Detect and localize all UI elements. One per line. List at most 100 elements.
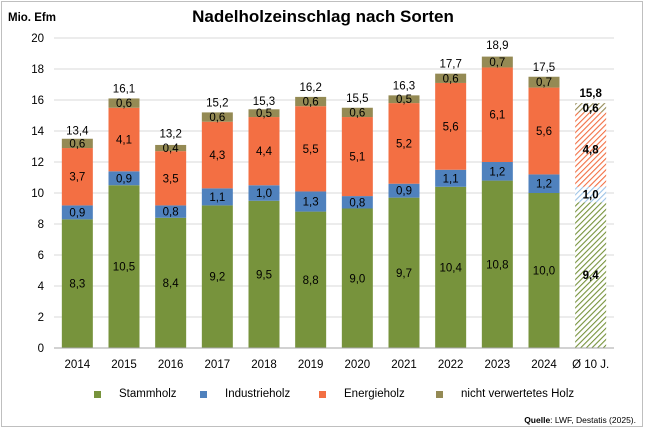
- bar-nicht-verwertetes-holz-2014: [61, 138, 93, 149]
- total-label: 16,2: [299, 82, 321, 94]
- bar-industrieholz-2021: [388, 183, 420, 198]
- x-tick-label: 2014: [65, 359, 91, 371]
- data-label-stammholz: 10,8: [486, 259, 508, 271]
- x-tick-label: 2021: [391, 359, 417, 371]
- data-label-energieholz: 4,1: [116, 135, 132, 147]
- data-label-nicht-verwertetes-holz: 0,6: [116, 98, 132, 110]
- bar-stammholz-2021: [388, 197, 420, 348]
- data-label-industrieholz: 0,9: [396, 186, 412, 198]
- y-tick-label: 4: [38, 281, 45, 293]
- data-label-stammholz: 9,4: [583, 270, 600, 282]
- total-label: 15,3: [253, 96, 275, 108]
- x-tick-label: 2023: [485, 359, 511, 371]
- y-tick-label: 0: [38, 343, 44, 355]
- bar-energieholz-2024: [528, 87, 560, 175]
- data-label-energieholz: 5,5: [303, 144, 319, 156]
- x-tick-label: Ø 10 J.: [572, 359, 609, 371]
- legend-item-stammholz: Stammholz: [94, 386, 177, 402]
- data-label-nicht-verwertetes-holz: 0,5: [396, 94, 412, 106]
- bar-industrieholz-2019: [295, 191, 327, 212]
- bar-stammholz-2015: [108, 185, 140, 348]
- bar-industrieholz-2020: [341, 196, 373, 209]
- data-label-industrieholz: 1,1: [209, 192, 225, 204]
- bar-industrieholz-2015: [108, 171, 140, 186]
- data-label-industrieholz: 1,1: [443, 173, 459, 185]
- data-label-industrieholz: 0,8: [163, 207, 179, 219]
- bar-energieholz-2019: [295, 106, 327, 192]
- data-label-stammholz: 9,0: [349, 273, 365, 285]
- data-label-industrieholz: 0,9: [69, 207, 85, 219]
- legend-label: Energieholz: [344, 388, 405, 400]
- bar-nicht-verwertetes-holz-2020: [341, 107, 373, 118]
- y-tick-label: 16: [31, 95, 44, 107]
- bar-industrieholz-2017: [201, 188, 233, 206]
- y-tick-label: 18: [31, 64, 44, 76]
- y-tick-label: 6: [38, 250, 44, 262]
- bar-stammholz-2017: [201, 205, 233, 348]
- bar-energieholz-2014: [61, 148, 93, 206]
- bar-nicht-verwertetes-holz-2022: [435, 73, 467, 83]
- data-label-industrieholz: 1,0: [583, 190, 599, 202]
- data-label-nicht-verwertetes-holz: 0,6: [443, 73, 459, 85]
- data-label-stammholz: 8,8: [303, 275, 319, 287]
- data-label-nicht-verwertetes-holz: 0,6: [209, 112, 225, 124]
- data-label-nicht-verwertetes-holz: 0,6: [349, 107, 365, 119]
- total-label: 15,8: [579, 88, 602, 100]
- bar-energieholz-2021: [388, 103, 420, 184]
- total-label: 15,2: [206, 97, 228, 109]
- data-label-nicht-verwertetes-holz: 0,6: [69, 138, 85, 150]
- data-label-stammholz: 10,4: [439, 262, 462, 274]
- bar-nicht-verwertetes-holz-2024: [528, 76, 560, 88]
- data-label-nicht-verwertetes-holz: 0,7: [489, 57, 505, 69]
- bar-stammholz-2024: [528, 193, 560, 348]
- data-label-energieholz: 4,8: [583, 145, 600, 157]
- total-label: 16,1: [113, 83, 135, 95]
- y-tick-label: 10: [31, 188, 44, 200]
- data-label-energieholz: 5,6: [536, 126, 552, 138]
- bar-industrieholz-2024: [528, 174, 560, 193]
- data-label-stammholz: 9,5: [256, 269, 272, 281]
- y-tick-label: 12: [31, 157, 44, 169]
- legend-item-energieholz: Energieholz: [319, 386, 405, 402]
- total-label: 17,5: [533, 62, 555, 74]
- data-label-nicht-verwertetes-holz: 0,7: [536, 77, 552, 89]
- total-label: 15,5: [346, 93, 368, 105]
- bar-nicht-verwertetes-holz-10-j: [575, 103, 607, 113]
- data-label-stammholz: 9,7: [396, 268, 412, 280]
- legend-swatch: [319, 390, 326, 398]
- y-tick-label: 20: [31, 33, 44, 45]
- bar-stammholz-2022: [435, 186, 467, 348]
- bar-energieholz-2016: [155, 151, 187, 206]
- data-label-energieholz: 5,1: [349, 152, 365, 164]
- data-label-industrieholz: 1,3: [303, 197, 319, 209]
- source-note: Quelle: LWF, Destatis (2025).: [524, 415, 636, 425]
- bar-stammholz-2014: [61, 219, 93, 348]
- data-label-industrieholz: 1,2: [489, 166, 505, 178]
- bar-nicht-verwertetes-holz-2015: [108, 98, 140, 108]
- bar-nicht-verwertetes-holz-2017: [201, 112, 233, 122]
- x-tick-label: 2015: [111, 359, 137, 371]
- total-label: 18,9: [486, 40, 508, 52]
- y-axis-label: Mio. Efm: [8, 12, 56, 24]
- data-label-nicht-verwertetes-holz: 0,6: [303, 97, 319, 109]
- data-label-energieholz: 4,4: [256, 146, 273, 158]
- bar-industrieholz-2022: [435, 169, 467, 187]
- x-tick-label: 2019: [298, 359, 324, 371]
- x-tick-label: 2022: [438, 359, 464, 371]
- bar-energieholz-2018: [248, 117, 280, 186]
- legend-label: Stammholz: [119, 388, 177, 400]
- data-label-nicht-verwertetes-holz: 0,5: [256, 108, 272, 120]
- y-tick-label: 8: [38, 219, 44, 231]
- legend-swatch: [436, 390, 443, 398]
- bar-industrieholz-2016: [155, 205, 187, 218]
- source-label: Quelle: [524, 415, 551, 425]
- bar-stammholz-2019: [295, 211, 327, 348]
- source-text: : LWF, Destatis (2025).: [550, 415, 636, 425]
- bar-stammholz-2018: [248, 200, 280, 348]
- data-label-energieholz: 3,5: [163, 173, 179, 185]
- bar-stammholz-2023: [481, 180, 513, 348]
- bar-nicht-verwertetes-holz-2023: [481, 56, 513, 68]
- bar-stammholz-10-j: [575, 202, 607, 348]
- bar-nicht-verwertetes-holz-2019: [295, 96, 327, 107]
